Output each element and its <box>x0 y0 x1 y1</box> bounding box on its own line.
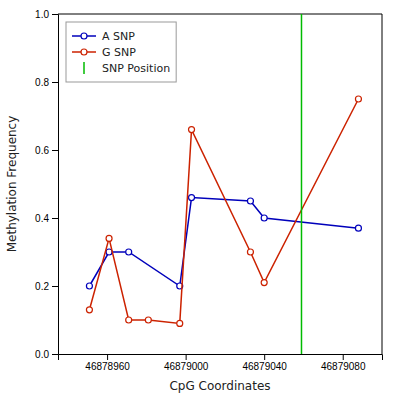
legend-box <box>66 22 176 82</box>
x-axis-title: CpG Coordinates <box>169 379 270 393</box>
y-tick: 1.0 <box>35 9 58 20</box>
point <box>177 320 183 326</box>
y-axis-line <box>52 15 59 355</box>
legend-label: G SNP <box>102 46 136 59</box>
x-tick: 46879080 <box>321 354 366 372</box>
frame <box>58 14 382 15</box>
y-axis-title: Methylation Frequency <box>5 116 19 253</box>
x-tick-label: 46878960 <box>85 361 130 372</box>
y-tick-mark <box>52 150 58 151</box>
y-tick: 0.4 <box>35 213 58 224</box>
y-tick: 0.2 <box>35 281 58 292</box>
point <box>189 127 195 133</box>
frame <box>382 14 383 354</box>
y-tick-label: 0.6 <box>35 145 49 156</box>
x-axis-line <box>59 355 383 361</box>
legend-swatch <box>83 62 85 74</box>
x-tick: 46879040 <box>242 354 287 372</box>
point <box>86 307 92 313</box>
point <box>145 317 151 323</box>
chart: 468789604687900046879040468790800.00.20.… <box>0 0 400 400</box>
y-tick-label: 0.4 <box>35 213 49 224</box>
point <box>261 280 267 286</box>
snp-line <box>301 14 303 354</box>
legend-marker <box>81 33 87 39</box>
y-tick: 0.6 <box>35 145 58 156</box>
x-tick-label: 46879000 <box>164 361 209 372</box>
y-tick-mark <box>52 14 58 15</box>
y-axis: 0.0 0.2 0.4 0.6 0.8 1.0 <box>35 9 58 360</box>
y-tick-mark <box>52 286 58 287</box>
y-tick-label: 0.2 <box>35 281 49 292</box>
point <box>126 249 132 255</box>
x-tick: 46879000 <box>164 354 209 372</box>
legend-marker <box>81 49 87 55</box>
x-tick-mark <box>343 354 344 360</box>
x-tick-mark <box>107 354 108 360</box>
plot: 468789604687900046879040468790800.00.20.… <box>5 9 383 393</box>
x-axis: 46878960 46879000 46879040 46879080 <box>59 354 383 372</box>
y-tick-mark <box>52 82 58 83</box>
y-tick-label: 0.0 <box>35 349 49 360</box>
x-tick-mark <box>264 354 265 360</box>
point <box>126 317 132 323</box>
point <box>86 283 92 289</box>
legend-label: SNP Position <box>102 62 170 75</box>
y-tick: 0.8 <box>35 77 58 88</box>
point <box>355 96 361 102</box>
series-line <box>89 99 358 323</box>
y-tick-mark <box>52 354 58 355</box>
x-tick-mark <box>186 354 187 360</box>
x-tick: 46878960 <box>85 354 130 372</box>
point <box>355 225 361 231</box>
point <box>189 195 195 201</box>
legend: A SNP G SNP SNP Position <box>66 22 176 82</box>
y-tick-label: 1.0 <box>35 9 49 20</box>
point <box>261 215 267 221</box>
point <box>247 198 253 204</box>
y-tick-mark <box>52 218 58 219</box>
point <box>247 249 253 255</box>
x-tick-label: 46879040 <box>242 361 287 372</box>
x-tick-label: 46879080 <box>321 361 366 372</box>
y-tick: 0.0 <box>35 349 58 360</box>
legend-label: A SNP <box>102 30 135 43</box>
point <box>106 235 112 241</box>
y-tick-label: 0.8 <box>35 77 49 88</box>
series-line <box>89 198 358 286</box>
data-area <box>86 14 361 354</box>
